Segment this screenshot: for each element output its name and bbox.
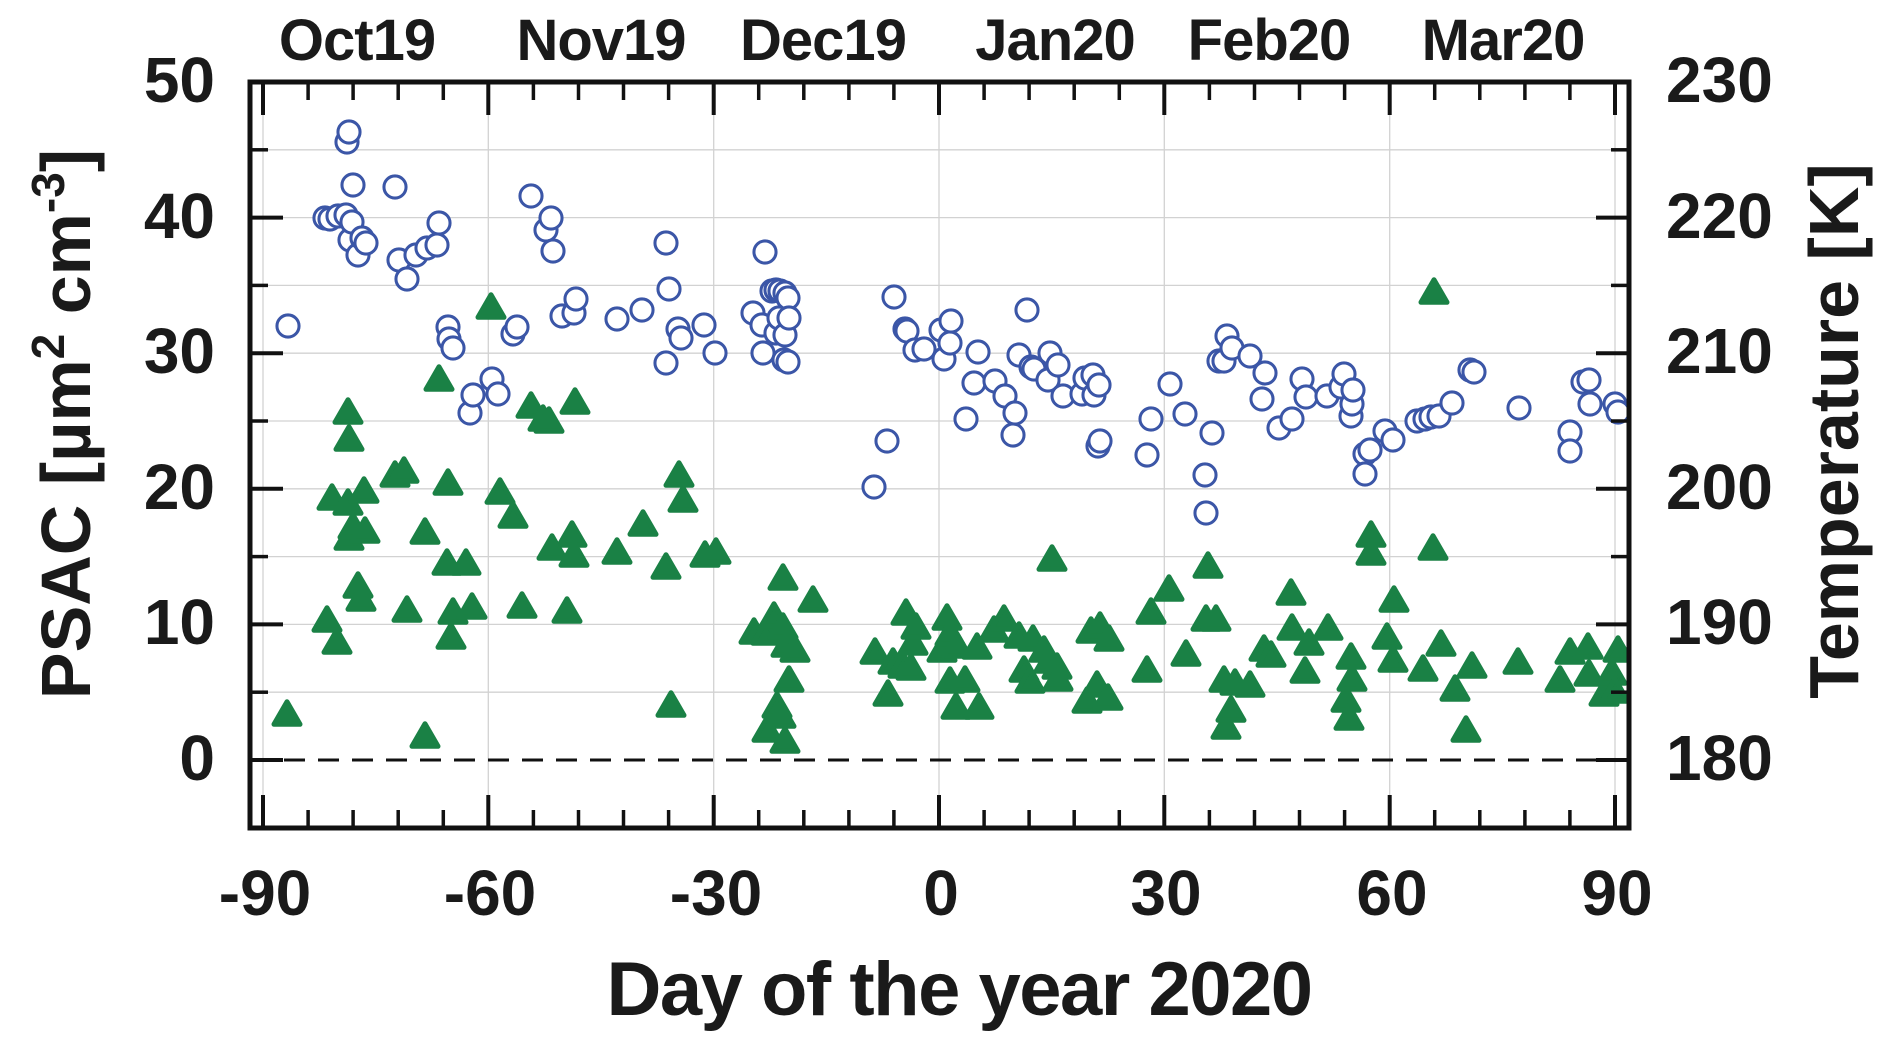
svg-text:30: 30 — [144, 315, 215, 387]
svg-text:200: 200 — [1666, 451, 1773, 523]
svg-text:-30: -30 — [670, 857, 763, 929]
svg-text:Jan20: Jan20 — [975, 8, 1134, 73]
svg-text:210: 210 — [1666, 315, 1773, 387]
svg-text:Oct19: Oct19 — [279, 8, 435, 73]
svg-text:30: 30 — [1130, 857, 1201, 929]
svg-text:180: 180 — [1666, 722, 1773, 794]
svg-text:Dec19: Dec19 — [740, 8, 906, 73]
svg-text:-90: -90 — [219, 857, 312, 929]
svg-text:40: 40 — [144, 180, 215, 252]
svg-text:60: 60 — [1356, 857, 1427, 929]
svg-text:190: 190 — [1666, 586, 1773, 658]
svg-text:90: 90 — [1581, 857, 1652, 929]
svg-text:0: 0 — [179, 722, 215, 794]
svg-text:Feb20: Feb20 — [1188, 8, 1351, 73]
svg-text:50: 50 — [144, 44, 215, 116]
svg-text:230: 230 — [1666, 44, 1773, 116]
svg-text:Day of the year 2020: Day of the year 2020 — [606, 947, 1311, 1032]
svg-text:PSAC [µm2 cm-3]: PSAC [µm2 cm-3] — [22, 149, 105, 699]
svg-text:20: 20 — [144, 451, 215, 523]
svg-text:Nov19: Nov19 — [516, 8, 685, 73]
svg-text:Mar20: Mar20 — [1422, 8, 1585, 73]
svg-text:220: 220 — [1666, 180, 1773, 252]
svg-text:0: 0 — [923, 857, 959, 929]
svg-text:Temperature [K]: Temperature [K] — [1795, 163, 1873, 698]
svg-text:10: 10 — [144, 586, 215, 658]
svg-text:-60: -60 — [444, 857, 537, 929]
